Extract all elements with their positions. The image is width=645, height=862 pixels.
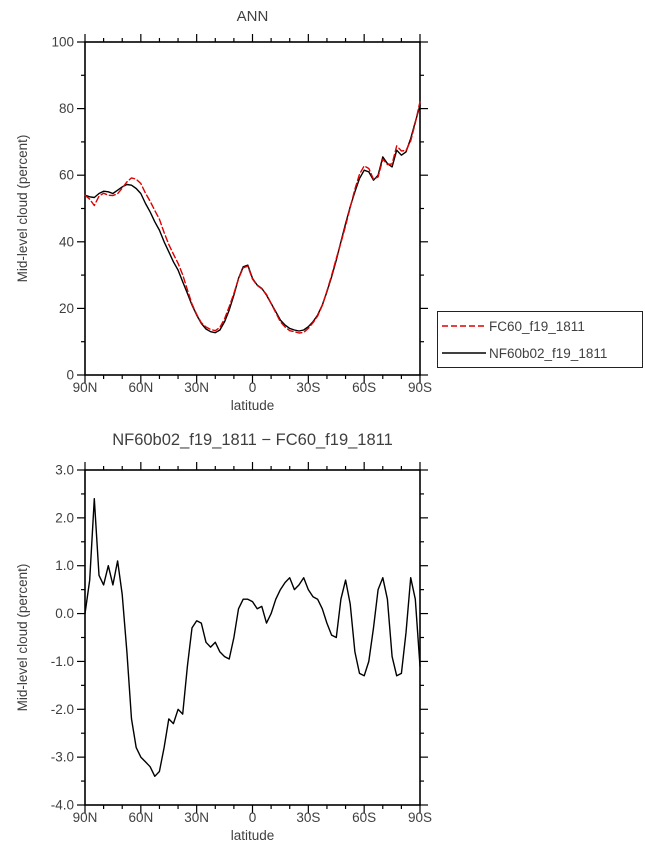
difference-series-line	[84, 498, 421, 777]
x-tick-label: 90S	[408, 380, 432, 395]
x-tick-label: 0	[249, 380, 257, 395]
x-tick-label: 30N	[184, 810, 209, 825]
legend-entry-nf60b02: NF60b02_f19_1811	[441, 340, 642, 366]
difference-plot-frame	[84, 469, 421, 806]
legend-label-nf60b02: NF60b02_f19_1811	[489, 345, 608, 361]
legend: FC60_f19_1811 NF60b02_f19_1811	[437, 311, 643, 368]
y-tick-label: 80	[59, 101, 74, 116]
x-tick-label: 30S	[296, 380, 320, 395]
legend-entry-fc60: FC60_f19_1811	[441, 313, 642, 339]
ann-x-axis-label: latitude	[231, 398, 275, 413]
legend-dashed-line-sample	[442, 325, 486, 327]
y-tick-label: 0.0	[55, 606, 74, 621]
y-tick-label: 1.0	[55, 558, 74, 573]
y-tick-label: -3.0	[51, 750, 74, 765]
difference-chart: 90N 60N 30N 0 30S 60S 90S -4.0 -3.0 -2.0 -1.0 0.0 1.…	[15, 431, 432, 843]
x-tick-label: 60S	[352, 810, 376, 825]
legend-label-fc60: FC60_f19_1811	[489, 318, 585, 334]
x-tick-label: 30S	[296, 810, 320, 825]
difference-y-axis-label: Mid-level cloud (percent)	[15, 564, 30, 712]
x-tick-label: 90N	[73, 380, 98, 395]
x-tick-label: 90N	[73, 810, 98, 825]
x-tick-label: 60N	[128, 380, 153, 395]
y-tick-label: -1.0	[51, 654, 74, 669]
legend-solid-line-sample	[442, 352, 486, 354]
ann-plot-frame	[84, 41, 421, 376]
difference-chart-title: NF60b02_f19_1811 − FC60_f19_1811	[112, 431, 393, 449]
y-tick-label: -2.0	[51, 702, 74, 717]
y-tick-label: 100	[51, 35, 74, 50]
y-tick-label: 40	[59, 234, 74, 249]
y-tick-label: 60	[59, 168, 74, 183]
difference-x-axis-label: latitude	[231, 828, 275, 843]
x-tick-label: 0	[249, 810, 257, 825]
y-tick-label: -4.0	[51, 798, 74, 813]
ann-series-line	[84, 104, 421, 334]
x-tick-label: 60S	[352, 380, 376, 395]
y-tick-label: 3.0	[55, 463, 74, 478]
y-tick-label: 0	[66, 368, 74, 383]
ann-chart: 90N 60N 30N 0 30S 60S 90S 0 20 40 60 80 100 ANN latitu…	[15, 8, 432, 413]
x-tick-label: 30N	[184, 380, 209, 395]
ann-chart-title: ANN	[237, 8, 269, 25]
x-tick-label: 90S	[408, 810, 432, 825]
ann-y-axis-label: Mid-level cloud (percent)	[15, 135, 30, 283]
ann-series-line	[84, 100, 421, 334]
y-tick-label: 20	[59, 301, 74, 316]
x-tick-label: 60N	[128, 810, 153, 825]
y-tick-label: 2.0	[55, 510, 74, 525]
